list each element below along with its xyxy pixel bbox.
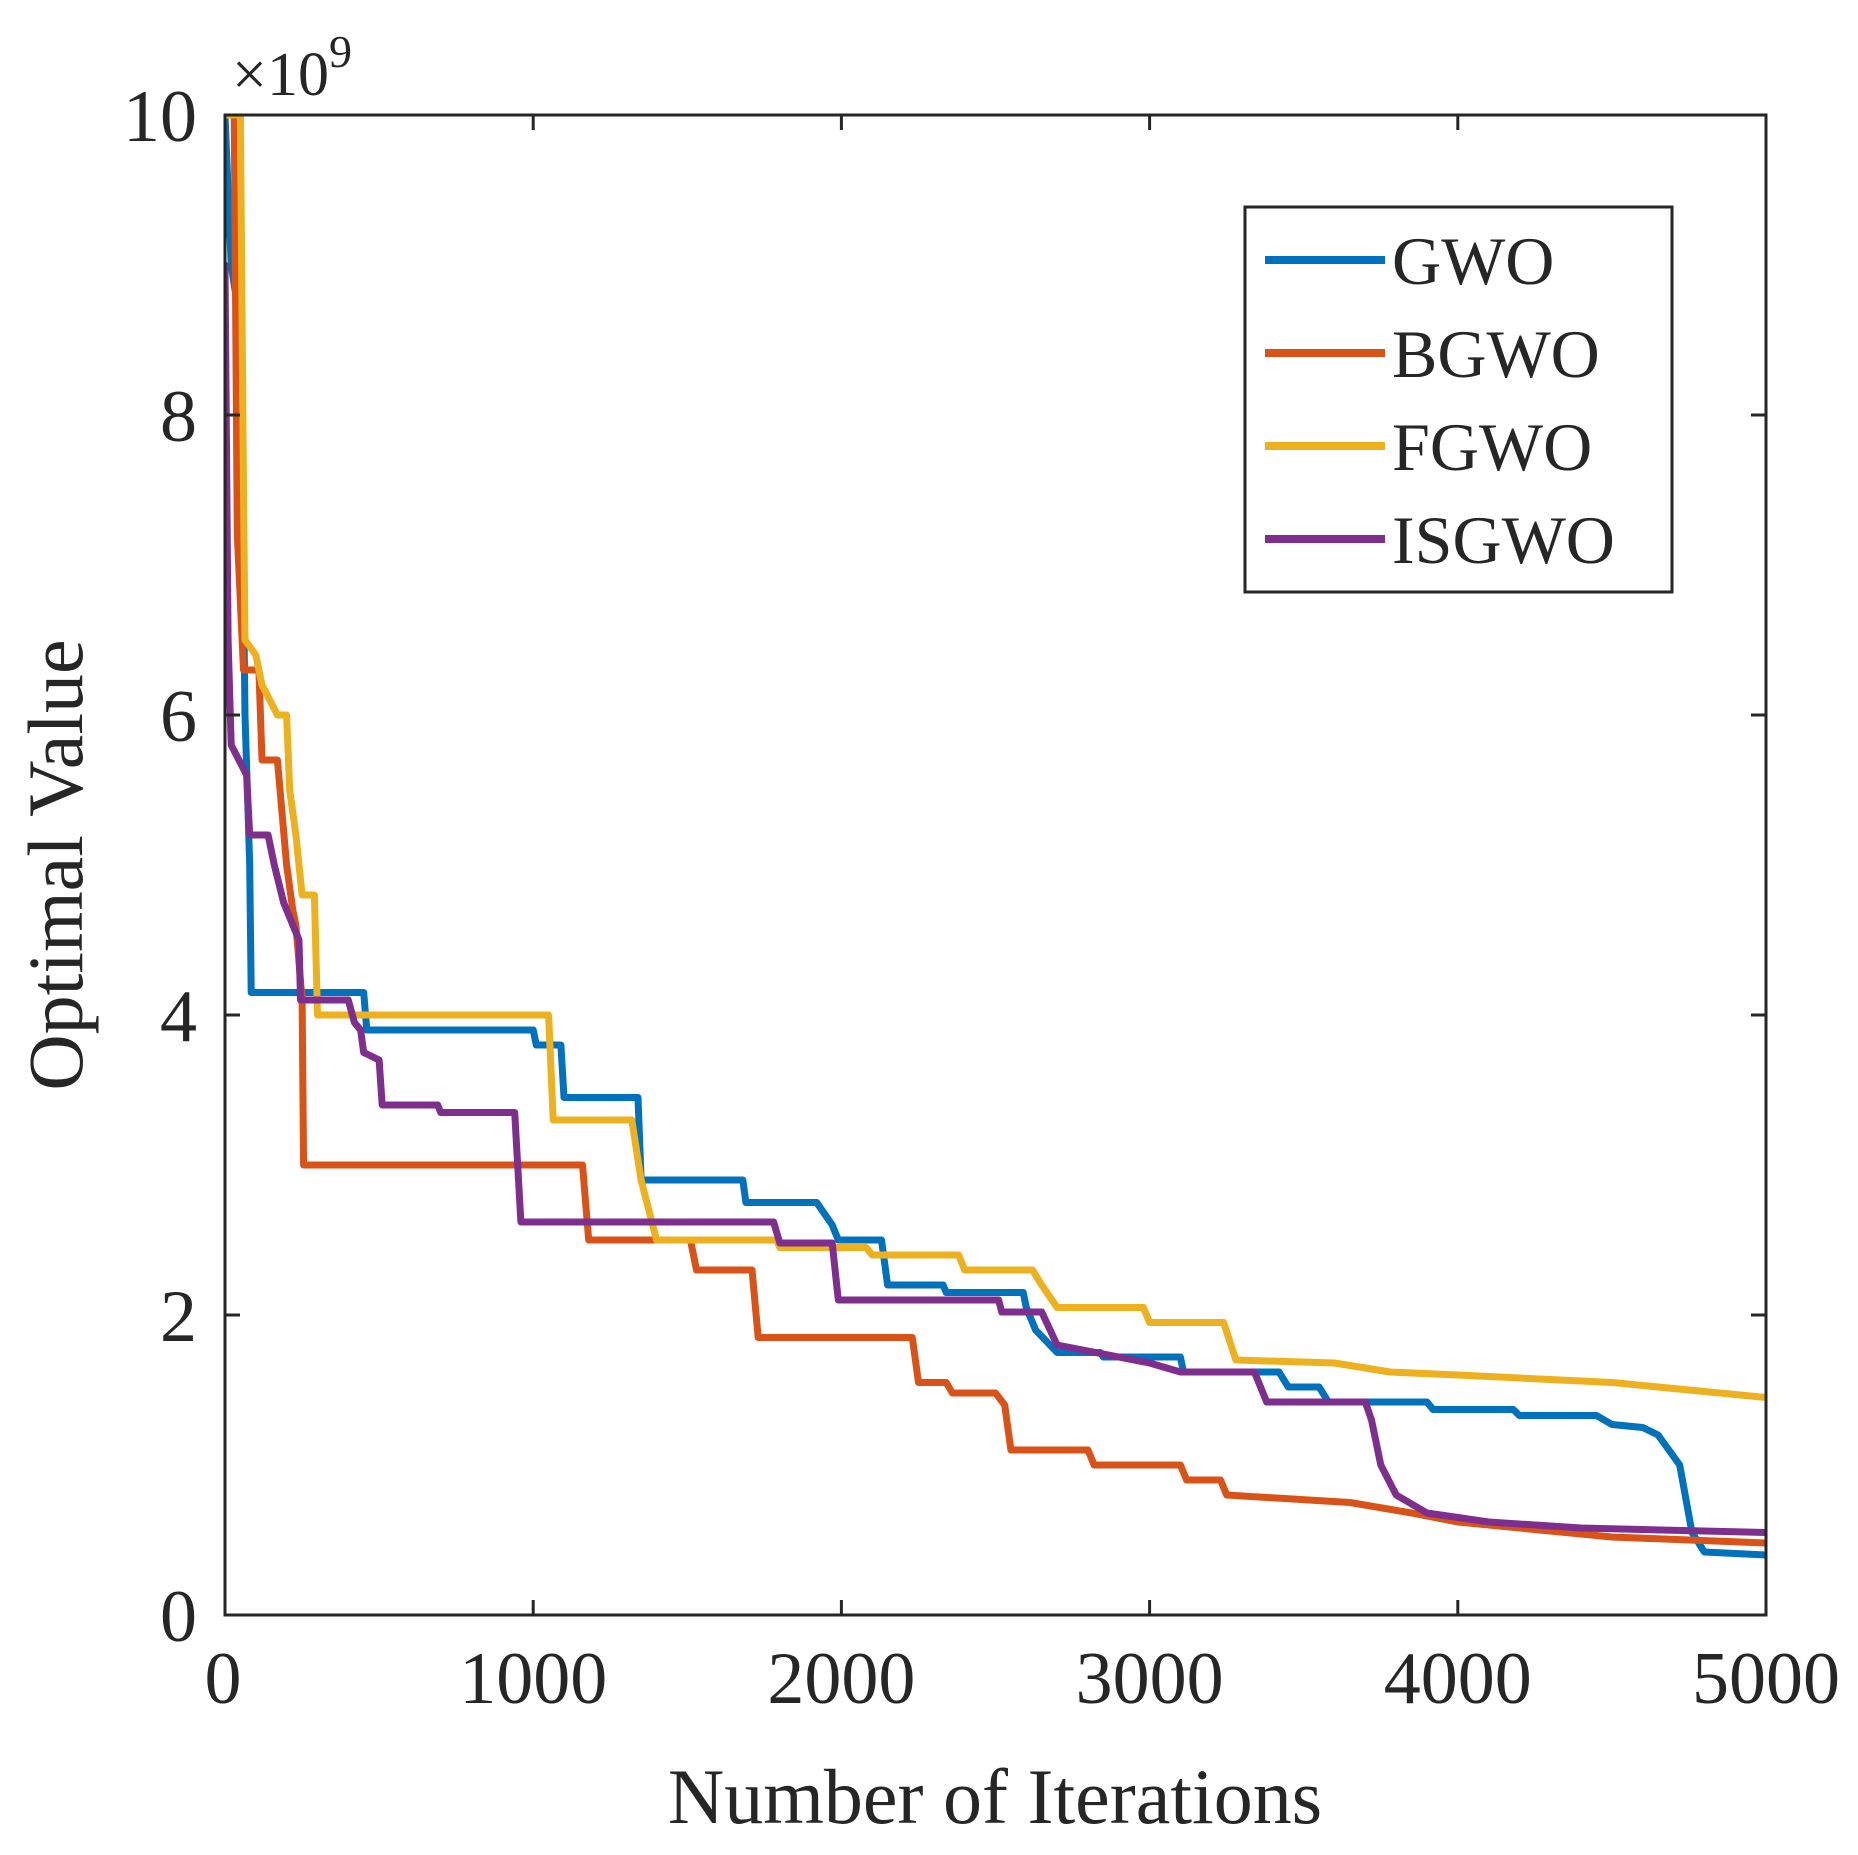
x-tick-label: 3000 [1076,1638,1224,1720]
axes-box [223,113,1768,1617]
y-axis-multiplier: ×109 [232,26,352,109]
legend: GWO BGWO FGWO ISGWO [1243,205,1674,594]
plot-area [225,115,1766,1559]
x-axis-label: Number of Iterations [668,1753,1322,1840]
y-tick-label: 4 [160,976,197,1058]
y-tick-label: 0 [160,1576,197,1658]
series-line-gwo [225,115,1766,1559]
x-tick-label: 1000 [459,1638,607,1720]
x-axis-ticks: 0 1000 2000 3000 4000 5000 [205,115,1840,1720]
y-tick-label: 2 [160,1276,197,1358]
legend-label-fgwo: FGWO [1392,409,1592,485]
series-group [225,115,1766,1559]
series-line-isgwo [225,261,1766,1536]
legend-label-gwo: GWO [1392,223,1554,299]
y-tick-label: 6 [160,676,197,758]
y-tick-label: 8 [160,376,197,458]
x-tick-label: 4000 [1384,1638,1532,1720]
series-line-bgwo [225,115,1766,1547]
y-tick-label: 10 [123,76,197,158]
y-axis-label: Optimal Value [12,639,99,1090]
y-axis-ticks: 0 2 4 6 8 10 [123,76,1766,1658]
legend-label-bgwo: BGWO [1392,316,1600,392]
legend-label-isgwo: ISGWO [1392,502,1615,578]
series-line-fgwo [225,115,1766,1401]
x-tick-label: 5000 [1692,1638,1840,1720]
legend-box [1243,205,1674,594]
x-tick-label: 2000 [767,1638,915,1720]
x-tick-label: 0 [205,1638,242,1720]
